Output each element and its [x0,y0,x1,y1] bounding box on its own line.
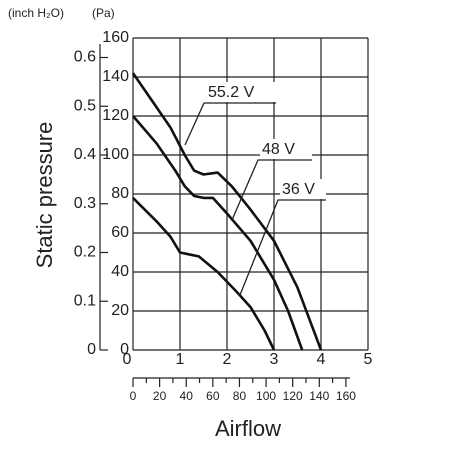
x-tick-label: 4 [317,351,326,368]
curve [132,115,304,351]
y2-tick-label: 0.2 [74,244,96,261]
label-bg [260,139,312,159]
x2-tick-label: 140 [309,389,329,403]
x-tick-label: 5 [364,351,373,368]
x2-tick-label: 0 [130,389,137,403]
x2-tick-label: 60 [206,389,220,403]
legend-label: 36 V [282,181,315,198]
leader-line [239,199,326,296]
x2-tick-label: 100 [256,389,276,403]
x2-tick-label: 20 [153,389,167,403]
x-tick-label: 3 [270,351,279,368]
y2-tick-label: 0.5 [74,97,96,114]
y-tick-label: 120 [102,107,129,124]
label-bg [280,179,326,199]
y-tick-label: 80 [111,185,129,202]
y-tick-label: 100 [102,146,129,163]
x-tick-label: 2 [223,351,232,368]
y-axis-title: Static pressure [32,122,57,269]
y2-unit: (inch H₂O) [8,6,64,20]
y-tick-label: 0 [120,341,129,358]
leader-line [184,102,276,146]
y2-tick-label: 0.3 [74,195,96,212]
x2-tick-label: 160 [336,389,356,403]
y-unit: (Pa) [92,6,115,20]
curve [131,72,323,351]
y-tick-label: 160 [102,29,129,46]
legend-label: 48 V [262,141,295,158]
y-tick-label: 60 [111,224,129,241]
y2-tick-label: 0.6 [74,49,96,66]
leader-line [231,159,312,221]
x-tick-label: 0 [123,351,132,368]
x2-tick-label: 40 [180,389,194,403]
y2-tick-label: 0 [87,341,96,358]
curve [132,196,276,351]
x-axis-title: Airflow [215,416,281,441]
y-tick-label: 40 [111,263,129,280]
y2-tick-label: 0.1 [74,292,96,309]
legend-label: 55.2 V [208,84,255,101]
x2-tick-label: 80 [233,389,247,403]
x-tick-label: 1 [176,351,185,368]
y-tick-label: 140 [102,68,129,85]
y2-tick-label: 0.4 [74,146,96,163]
x2-tick-label: 120 [283,389,303,403]
label-bg [206,82,276,102]
y-tick-label: 20 [111,302,129,319]
